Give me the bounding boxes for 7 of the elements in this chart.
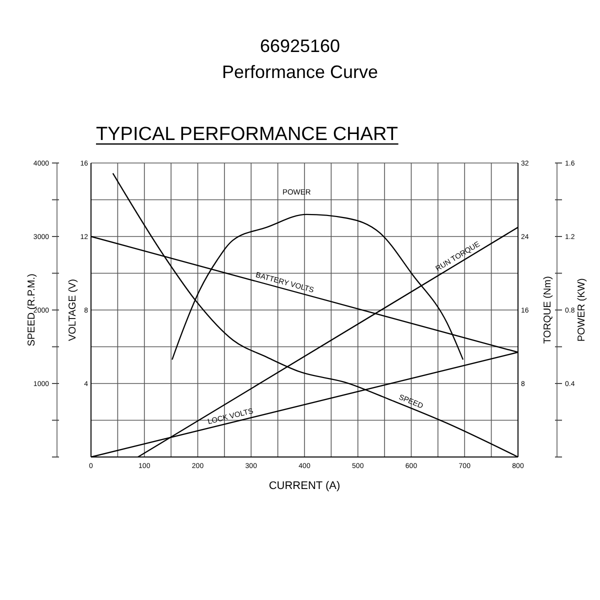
chart-subtitle: Performance Curve [222, 62, 378, 82]
x-axis-title: CURRENT (A) [268, 480, 340, 492]
text: TYPICAL PERFORMANCE CHART [96, 124, 398, 145]
chart-title: 66925160 [260, 36, 340, 56]
y-axis-title: VOLTAGE (V) [68, 279, 78, 341]
y2-axis-title: TORQUE (Nm) [542, 276, 554, 344]
y-axis-title: POWER (KW) [576, 278, 588, 342]
